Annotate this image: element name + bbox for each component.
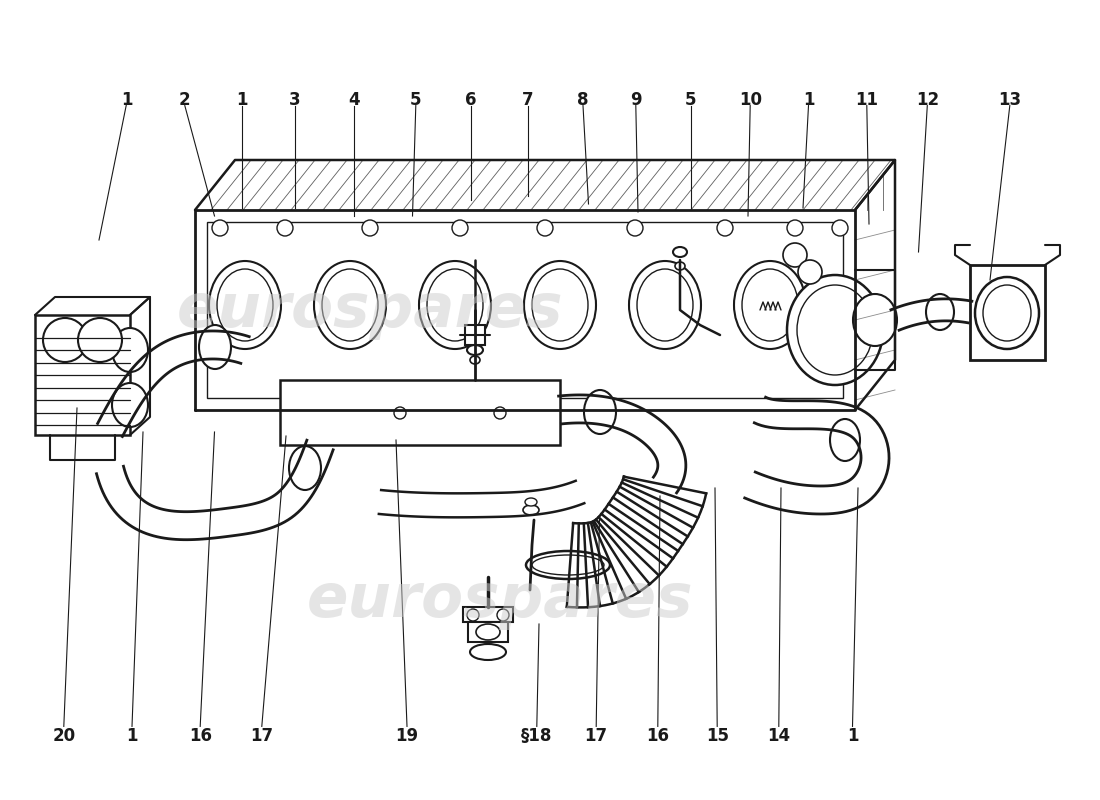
Ellipse shape: [314, 261, 386, 349]
Ellipse shape: [629, 261, 701, 349]
Text: 6: 6: [465, 91, 476, 109]
Text: eurospares: eurospares: [307, 570, 693, 630]
Text: 1: 1: [803, 91, 814, 109]
Text: 1: 1: [236, 91, 248, 109]
Ellipse shape: [798, 285, 873, 375]
Bar: [463, 607, 513, 622]
Ellipse shape: [43, 318, 87, 362]
Text: 17: 17: [584, 727, 608, 745]
Ellipse shape: [78, 318, 122, 362]
Text: 16: 16: [647, 727, 669, 745]
Ellipse shape: [476, 624, 501, 640]
Ellipse shape: [742, 269, 797, 341]
Ellipse shape: [112, 328, 148, 372]
Text: eurospares: eurospares: [177, 281, 563, 339]
Text: 20: 20: [52, 727, 76, 745]
Ellipse shape: [468, 345, 483, 355]
Bar: [970, 265, 1045, 360]
Ellipse shape: [468, 609, 478, 621]
Text: §18: §18: [521, 727, 552, 745]
Ellipse shape: [673, 247, 688, 257]
Ellipse shape: [675, 262, 685, 270]
Text: 2: 2: [179, 91, 190, 109]
Text: 4: 4: [349, 91, 360, 109]
Ellipse shape: [532, 269, 588, 341]
Ellipse shape: [532, 555, 604, 575]
Ellipse shape: [525, 498, 537, 506]
Ellipse shape: [289, 446, 321, 490]
Ellipse shape: [627, 220, 644, 236]
Ellipse shape: [926, 294, 954, 330]
Text: 10: 10: [739, 91, 761, 109]
Ellipse shape: [830, 419, 860, 461]
Ellipse shape: [524, 261, 596, 349]
Text: 1: 1: [847, 727, 858, 745]
Ellipse shape: [734, 261, 806, 349]
Bar: [280, 380, 560, 445]
Ellipse shape: [452, 220, 468, 236]
Text: 5: 5: [685, 91, 696, 109]
Ellipse shape: [470, 644, 506, 660]
Ellipse shape: [975, 277, 1040, 349]
Ellipse shape: [470, 356, 480, 364]
Ellipse shape: [783, 243, 807, 267]
Ellipse shape: [277, 220, 293, 236]
Text: 1: 1: [126, 727, 138, 745]
Ellipse shape: [212, 220, 228, 236]
Ellipse shape: [522, 505, 539, 515]
Ellipse shape: [526, 551, 610, 579]
Ellipse shape: [217, 269, 273, 341]
Ellipse shape: [832, 220, 848, 236]
Ellipse shape: [112, 383, 148, 427]
Ellipse shape: [852, 294, 896, 346]
Ellipse shape: [584, 390, 616, 434]
Bar: [207, 222, 843, 398]
Text: 9: 9: [630, 91, 641, 109]
Text: 12: 12: [915, 91, 939, 109]
Ellipse shape: [798, 260, 822, 284]
Text: 11: 11: [856, 91, 878, 109]
Ellipse shape: [786, 275, 883, 385]
Text: 8: 8: [578, 91, 588, 109]
Ellipse shape: [717, 220, 733, 236]
Ellipse shape: [983, 285, 1031, 341]
Ellipse shape: [394, 407, 406, 419]
Ellipse shape: [497, 609, 509, 621]
Text: 19: 19: [395, 727, 419, 745]
Ellipse shape: [427, 269, 483, 341]
Ellipse shape: [537, 220, 553, 236]
Text: 15: 15: [706, 727, 728, 745]
Text: 1: 1: [121, 91, 132, 109]
Ellipse shape: [209, 261, 280, 349]
Ellipse shape: [786, 220, 803, 236]
Ellipse shape: [199, 325, 231, 369]
Bar: [35, 315, 130, 435]
Bar: [465, 325, 485, 345]
Ellipse shape: [322, 269, 378, 341]
Text: 7: 7: [522, 91, 534, 109]
Text: 17: 17: [250, 727, 274, 745]
Text: 16: 16: [189, 727, 211, 745]
Ellipse shape: [419, 261, 491, 349]
Ellipse shape: [494, 407, 506, 419]
Ellipse shape: [637, 269, 693, 341]
Text: 13: 13: [998, 91, 1022, 109]
Text: 5: 5: [410, 91, 421, 109]
Bar: [468, 622, 508, 642]
Text: 14: 14: [767, 727, 791, 745]
Text: 3: 3: [289, 91, 300, 109]
Ellipse shape: [362, 220, 378, 236]
